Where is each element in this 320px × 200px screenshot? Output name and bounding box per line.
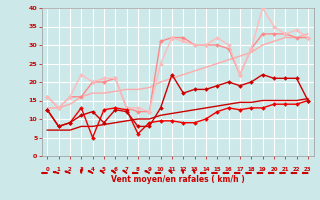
X-axis label: Vent moyen/en rafales ( km/h ): Vent moyen/en rafales ( km/h ): [111, 175, 244, 184]
